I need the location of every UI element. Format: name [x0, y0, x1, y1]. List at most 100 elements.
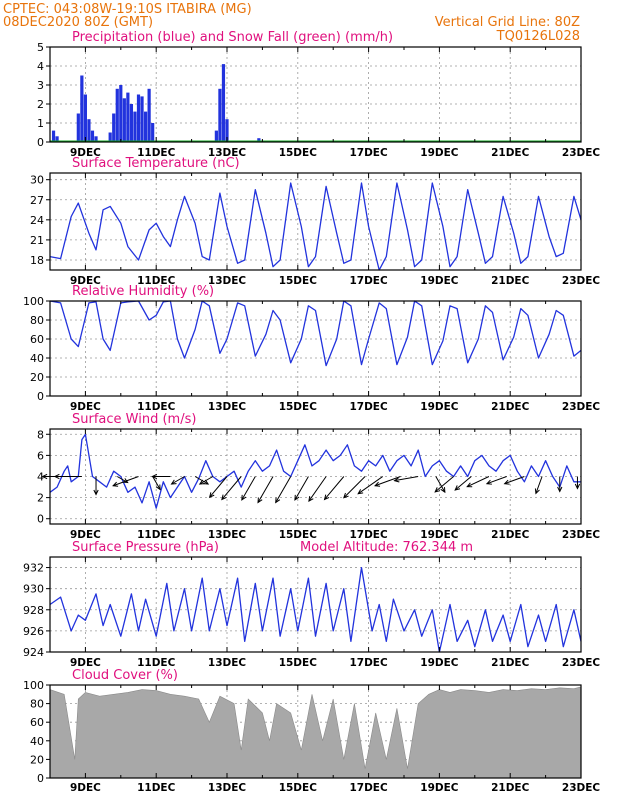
panel-frame [49, 172, 582, 271]
y-tick-label: 27 [30, 194, 44, 207]
series-line [49, 300, 582, 367]
x-tick-label: 17DEC [349, 275, 388, 287]
wind-arrow-shaft [357, 476, 384, 495]
wind-arrow [343, 476, 366, 499]
wind-arrow-head [41, 473, 48, 480]
panel-title: Surface Temperature (nC) [72, 156, 240, 171]
panel-4: 924 926 928 930 932 9DEC 11DEC 13DEC 15DEC 17DEC 1… [23, 540, 600, 669]
x-tick-label: 13DEC [208, 657, 247, 669]
wind-arrow [308, 476, 327, 503]
precip-bar [257, 138, 261, 142]
panel-title: Relative Humidity (%) [72, 284, 214, 299]
precip-bar [94, 136, 98, 142]
wind-arrow-head [241, 494, 247, 501]
panel-3: 0 2 4 6 8 9DEC 11DEC 13DEC 15DEC 17DEC 19DEC 21DEC 2… [37, 412, 600, 541]
wind-arrow-shaft [194, 476, 209, 485]
wind-arrow-shaft [275, 476, 292, 503]
y-tick-label: 21 [30, 234, 44, 247]
wind-arrow-shaft [324, 476, 345, 500]
wind-arrow-shaft [152, 476, 161, 490]
x-tick-label: 19DEC [420, 529, 459, 541]
wind-arrow-shaft [343, 476, 366, 499]
precip-bar [140, 96, 144, 142]
y-tick-label: 24 [30, 214, 44, 227]
x-tick-label: 13DEC [208, 782, 247, 794]
y-tick-label: 2 [37, 98, 44, 111]
wind-arrow-head [198, 479, 205, 485]
y-tick-label: 0 [37, 136, 44, 149]
x-tick-label: 9DEC [70, 147, 101, 159]
precip-bar [83, 94, 87, 142]
y-tick-label: 3 [37, 79, 44, 92]
wind-arrow-head [170, 479, 177, 485]
x-tick-label: 13DEC [208, 147, 247, 159]
wind-arrow-head [440, 487, 446, 494]
precip-bar [143, 111, 148, 142]
x-tick-label: 9DEC [70, 529, 101, 541]
wind-arrow-head [275, 497, 281, 504]
x-tick-label: 23DEC [562, 147, 601, 159]
series-line [49, 433, 581, 509]
wind-arrow-head [574, 483, 581, 490]
precip-bar [87, 119, 91, 142]
wind-arrow-head [221, 494, 227, 501]
wind-arrow [241, 476, 256, 501]
x-tick-label: 11DEC [137, 275, 176, 287]
wind-arrow-head [374, 481, 381, 487]
wind-arrow-head [53, 473, 60, 480]
x-tick-label: 13DEC [208, 401, 247, 413]
y-tick-label: 0 [37, 513, 44, 526]
x-tick-label: 13DEC [208, 529, 247, 541]
wind-arrow-head [393, 477, 400, 483]
y-tick-label: 930 [23, 583, 44, 596]
x-tick-label: 19DEC [420, 275, 459, 287]
panel-5: 0 20 40 60 80 100 9DEC 11DEC 13DEC 15DEC 17DEC 19DE… [23, 668, 600, 794]
x-tick-label: 17DEC [349, 147, 388, 159]
wind-arrow [434, 476, 454, 493]
panel-frame [49, 684, 582, 779]
date-header: 08DEC2020 80Z (GMT) [3, 15, 153, 30]
wind-arrow-head [534, 488, 540, 495]
wind-arrow-shaft [504, 476, 525, 485]
wind-arrow-shaft [394, 476, 419, 482]
y-tick-label: 924 [23, 646, 44, 659]
panel-title: Cloud Cover (%) [72, 668, 178, 683]
precip-bar [126, 92, 130, 142]
x-tick-label: 23DEC [562, 657, 601, 669]
wind-arrow-shaft [374, 476, 401, 487]
wind-arrow [53, 473, 82, 480]
wind-arrow [275, 476, 292, 504]
wind-arrow-shaft [294, 476, 309, 501]
y-tick-label: 0 [37, 772, 44, 785]
wind-arrow [294, 476, 309, 501]
x-tick-label: 23DEC [562, 782, 601, 794]
precip-bar [108, 132, 112, 142]
wind-arrow [221, 476, 242, 501]
precip-bar [55, 136, 59, 142]
wind-arrow [374, 476, 401, 487]
x-tick-label: 11DEC [137, 782, 176, 794]
wind-arrow-shaft [112, 476, 139, 487]
y-tick-label: 100 [23, 295, 44, 308]
wind-arrow-head [112, 481, 119, 487]
panel-1: 18 21 24 27 30 9DEC 11DEC 13DEC 15DEC 17DEC 19DEC 2… [30, 156, 600, 287]
wind-arrow-head [208, 492, 215, 499]
y-tick-label: 0 [37, 390, 44, 403]
wind-arrow-head [466, 482, 473, 488]
y-tick-label: 4 [37, 60, 44, 73]
precip-bar [119, 85, 123, 142]
x-tick-label: 11DEC [137, 657, 176, 669]
wind-arrow-shaft [486, 476, 507, 485]
wind-arrow-shaft [241, 476, 256, 501]
wind-arrow [454, 476, 472, 491]
wind-arrow [393, 476, 419, 483]
wind-arrow [152, 476, 161, 491]
wind-arrow-head [151, 473, 158, 480]
grid-line-note: Vertical Grid Line: 80Z [435, 15, 580, 30]
x-tick-label: 17DEC [349, 657, 388, 669]
panel-title: Surface Wind (m/s) [72, 412, 196, 427]
wind-arrow-shaft [435, 476, 446, 493]
precip-bar [133, 111, 137, 142]
precip-bar [112, 113, 116, 142]
x-tick-label: 11DEC [137, 147, 176, 159]
